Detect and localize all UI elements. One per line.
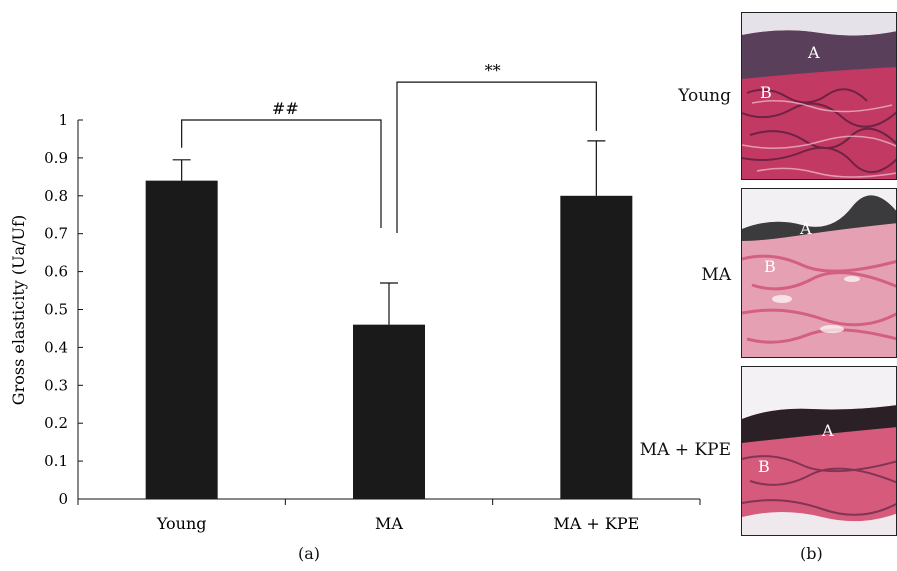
x-tick-label: MA + KPE [553, 514, 639, 533]
micrograph-young-layer-b: B [760, 83, 772, 102]
y-tick-label: 0.1 [44, 452, 68, 470]
significance-bracket [396, 81, 597, 233]
bars [145, 180, 633, 500]
y-axis: 0 0.1 0.2 0.3 0.4 0.5 0.6 0.7 0.8 0.9 1 [44, 111, 83, 508]
micrograph-ma-kpe-image [742, 367, 896, 535]
micrograph-label-ma: MA [701, 265, 731, 285]
y-tick-label: 0.5 [44, 301, 68, 319]
significance-brackets: ## ** [181, 61, 597, 233]
y-tick-label: 0.7 [44, 225, 68, 243]
bar [145, 180, 218, 499]
micrograph-ma-kpe-layer-a: A [822, 421, 834, 440]
y-tick-label: 0.8 [44, 187, 68, 205]
x-tick-label: MA [375, 514, 403, 533]
micrograph-young-layer-a: A [808, 43, 820, 62]
bar [353, 324, 425, 499]
y-tick-label: 0.9 [44, 149, 68, 167]
micrograph-young-image [742, 13, 896, 179]
significance-marker: ## [272, 99, 299, 118]
micrograph-ma-kpe: A B [741, 366, 897, 536]
micrograph-ma-kpe-layer-b: B [758, 457, 770, 476]
micrograph-ma-layer-a: A [800, 219, 812, 238]
x-tick-label: Young [156, 514, 207, 533]
y-tick-label: 1 [58, 111, 68, 129]
micrograph-label-young: Young [678, 86, 731, 106]
panel-b-label: (b) [800, 544, 823, 563]
micrograph-ma: A B [741, 188, 897, 358]
x-axis: Young MA MA + KPE [77, 498, 701, 533]
significance-marker: ** [485, 61, 501, 80]
micrograph-ma-image [742, 189, 896, 357]
y-tick-label: 0 [58, 490, 68, 508]
y-tick-label: 0.2 [44, 414, 68, 432]
significance-bracket [181, 119, 382, 228]
bar [560, 195, 633, 500]
micrograph-young: A B [741, 12, 897, 180]
y-tick-label: 0.6 [44, 263, 68, 281]
bar-chart: 0 0.1 0.2 0.3 0.4 0.5 0.6 0.7 0.8 0.9 1 Gross elas… [9, 61, 701, 533]
y-tick-label: 0.3 [44, 376, 68, 394]
panel-a-label: (a) [298, 544, 321, 563]
y-axis-label: Gross elasticity (Ua/Uf) [9, 215, 28, 405]
micrograph-label-ma-kpe: MA + KPE [639, 440, 731, 460]
micrograph-ma-layer-b: B [764, 257, 776, 276]
y-tick-label: 0.4 [44, 338, 68, 356]
error-bars [172, 140, 606, 325]
